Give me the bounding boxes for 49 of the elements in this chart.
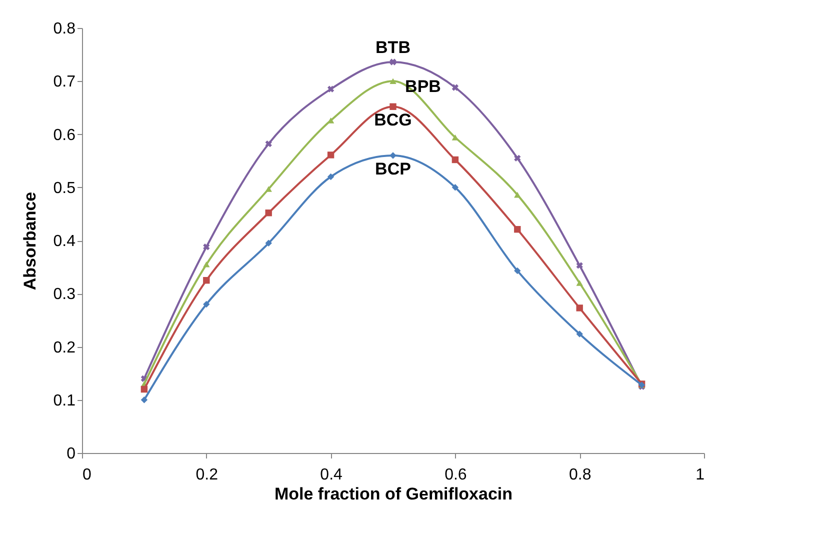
y-tick-label: 0.4 [53,233,76,250]
x-tick-label: 0.8 [568,466,592,484]
series-label: BCP [375,160,411,178]
point [576,262,583,269]
series-label: BTB [376,38,410,57]
x-tick-label: 0 [82,466,92,484]
x-tick-label: 1 [696,466,705,484]
point [203,276,210,284]
series-label: BCG [374,110,412,130]
point [514,192,521,198]
point [452,156,459,164]
y-tick-label: 0.5 [53,180,76,197]
y-tick-label: 0.1 [53,392,76,410]
y-tick-label: 0.8 [53,20,76,38]
x-axis-title: Mole fraction of Gemifloxacin [274,484,513,504]
point [514,226,521,233]
point [576,280,583,286]
point [265,210,272,216]
point [140,386,148,393]
point [390,58,396,66]
point [140,396,148,404]
point [390,152,396,159]
point [265,186,272,192]
point [514,267,521,274]
y-tick-label: 0.3 [53,286,76,304]
point [514,154,521,162]
point [576,304,583,312]
point [390,103,396,110]
point [576,330,583,338]
y-tick-label: 0.6 [53,126,76,144]
point [265,240,272,247]
point [327,86,334,92]
y-tick-label: 0 [66,446,76,462]
point [265,140,272,148]
point [203,300,210,308]
point [452,84,459,91]
y-axis-title: Absorbance [20,192,40,290]
point [390,78,396,84]
x-tick-label: 0.4 [320,466,343,484]
point [452,184,459,191]
point [327,173,334,180]
y-tick-label: 0.7 [53,74,76,91]
x-tick-label: 0.2 [196,466,218,484]
point [327,152,334,158]
series-label: BPB [405,77,441,96]
point [203,262,210,268]
x-tick-label: 0.6 [444,466,467,484]
y-tick-label: 0.2 [53,339,76,356]
point [203,244,210,250]
